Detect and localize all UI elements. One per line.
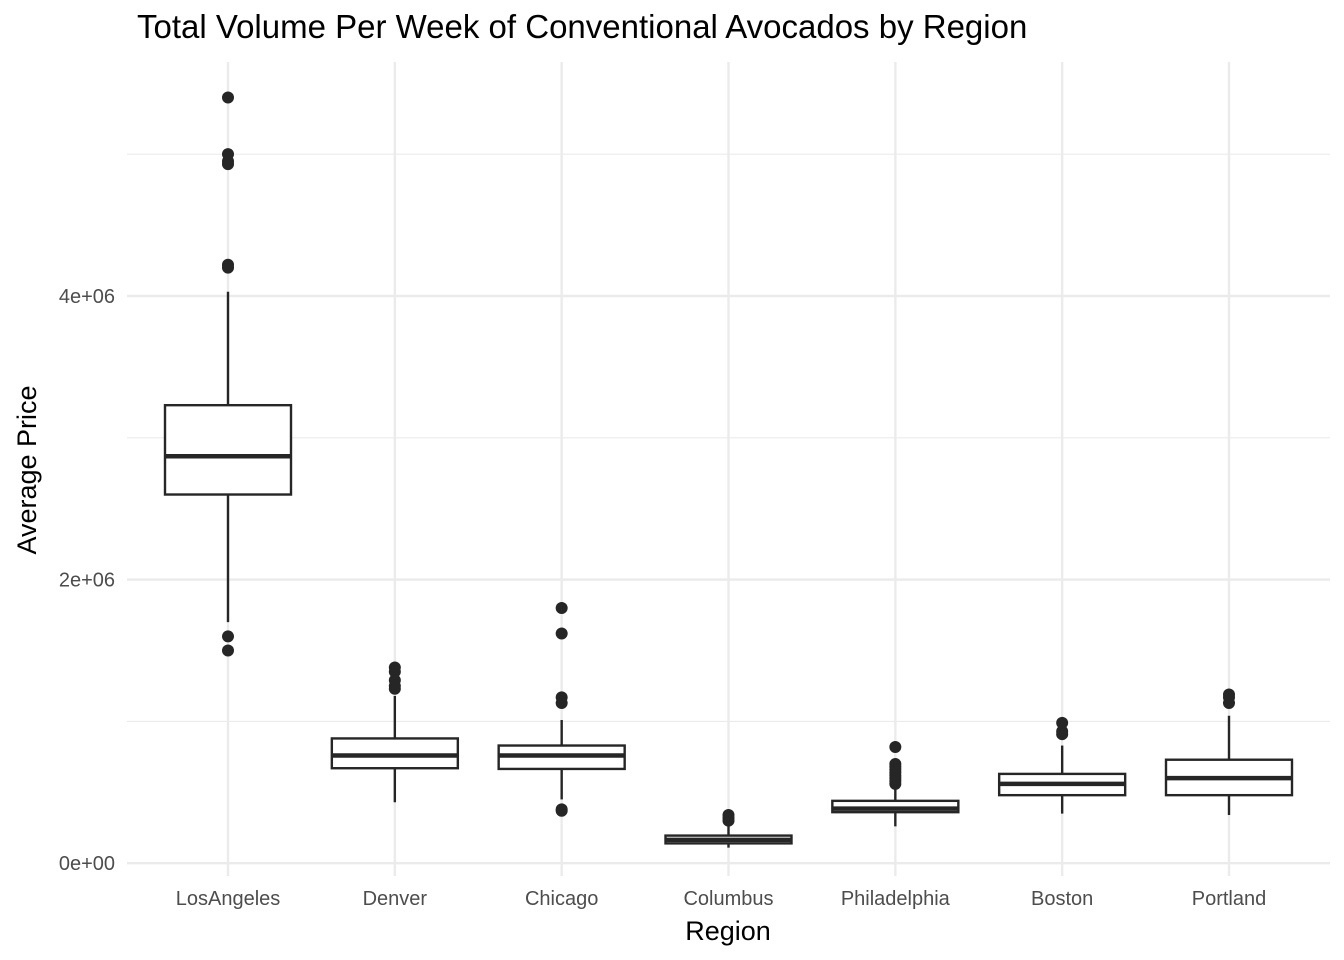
outlier-point <box>222 91 234 104</box>
box-denver <box>330 661 460 803</box>
y-tick-label: 4e+06 <box>59 286 115 308</box>
y-axis-ticks: 0e+00 2e+06 4e+06 <box>59 286 115 875</box>
x-tick-label: Boston <box>1031 888 1093 910</box>
box-philadelphia <box>831 740 960 827</box>
y-tick-label: 0e+00 <box>59 853 115 875</box>
outlier-point <box>889 740 902 753</box>
outlier-point <box>1056 728 1069 741</box>
grid-lines <box>127 62 1330 876</box>
outlier-point <box>222 158 234 171</box>
y-tick-label: 2e+06 <box>59 570 115 592</box>
outlier-point <box>555 627 568 640</box>
outlier-point <box>222 261 234 274</box>
outlier-point <box>555 804 568 817</box>
box-boston <box>997 716 1127 814</box>
x-tick-label: Denver <box>363 888 428 910</box>
outlier-point <box>222 630 234 643</box>
box-losangeles <box>163 91 293 657</box>
x-tick-label: Philadelphia <box>841 888 951 910</box>
outlier-point <box>555 696 568 709</box>
x-tick-label: Portland <box>1192 888 1267 910</box>
outlier-point <box>1223 696 1235 709</box>
outlier-point <box>222 644 234 657</box>
box-body <box>163 403 293 496</box>
boxplot-series <box>163 91 1294 848</box>
y-axis-title: Average Price <box>12 385 42 554</box>
outlier-point <box>1056 716 1069 729</box>
x-tick-label: Chicago <box>525 888 598 910</box>
x-tick-label: Columbus <box>683 888 773 910</box>
outlier-point <box>388 682 401 695</box>
outlier-point <box>889 777 902 790</box>
outlier-point <box>555 601 568 614</box>
outlier-point <box>388 665 401 678</box>
box-columbus <box>664 809 793 848</box>
x-tick-label: LosAngeles <box>176 888 281 910</box>
x-axis-title: Region <box>685 916 771 946</box>
box-portland <box>1164 688 1294 816</box>
chart-title: Total Volume Per Week of Conventional Av… <box>137 8 1028 45</box>
box-chicago <box>497 601 626 817</box>
x-axis-ticks: LosAngeles Denver Chicago Columbus Philadelp… <box>176 888 1267 910</box>
outlier-point <box>722 814 735 827</box>
